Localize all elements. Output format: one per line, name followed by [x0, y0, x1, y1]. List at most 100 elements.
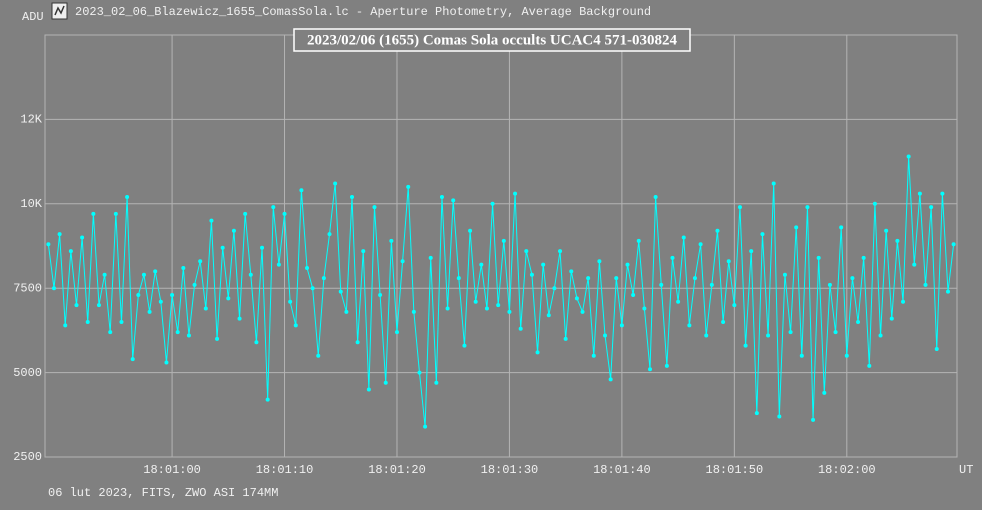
data-point	[709, 282, 714, 287]
data-point	[102, 272, 107, 277]
data-point	[164, 360, 169, 365]
data-point	[333, 181, 338, 186]
data-point	[445, 306, 450, 311]
data-point	[147, 309, 152, 314]
data-point	[912, 262, 917, 267]
data-point	[940, 191, 945, 196]
y-axis-label: ADU	[22, 10, 44, 24]
data-point	[423, 424, 428, 429]
data-point	[872, 201, 877, 206]
data-point	[591, 353, 596, 358]
data-point	[805, 205, 810, 210]
data-point	[451, 198, 456, 203]
data-point	[766, 333, 771, 338]
data-point	[57, 232, 62, 237]
x-tick-label: 18:01:50	[706, 463, 764, 477]
data-point	[198, 259, 203, 264]
data-point	[226, 296, 231, 301]
data-point	[366, 387, 371, 392]
x-tick-label: 18:01:40	[593, 463, 651, 477]
data-point	[889, 316, 894, 321]
data-point	[704, 333, 709, 338]
data-point	[158, 299, 163, 304]
data-point	[794, 225, 799, 230]
data-point	[788, 330, 793, 335]
data-point	[642, 306, 647, 311]
chart-title: 2023/02/06 (1655) Comas Sola occults UCA…	[307, 32, 677, 48]
data-point	[619, 323, 624, 328]
data-point	[839, 225, 844, 230]
data-point	[237, 316, 242, 321]
data-point	[524, 249, 529, 254]
data-point	[664, 363, 669, 368]
data-point	[636, 238, 641, 243]
y-tick-label: 10K	[20, 197, 42, 211]
data-point	[305, 265, 310, 270]
data-point	[406, 184, 411, 189]
data-point	[293, 323, 298, 328]
data-point	[648, 367, 653, 372]
data-point	[428, 255, 433, 260]
data-point	[125, 195, 130, 200]
data-point	[153, 269, 158, 274]
data-point	[91, 211, 96, 216]
y-tick-label: 12K	[20, 113, 42, 127]
data-point	[625, 262, 630, 267]
data-point	[777, 414, 782, 419]
data-point	[141, 272, 146, 277]
data-point	[737, 205, 742, 210]
x-axis-label: UT	[959, 463, 973, 477]
data-point	[743, 343, 748, 348]
data-point	[181, 265, 186, 270]
data-point	[473, 299, 478, 304]
data-point	[946, 289, 951, 294]
x-tick-label: 18:01:30	[481, 463, 539, 477]
data-point	[518, 326, 523, 331]
data-point	[468, 228, 473, 233]
data-point	[867, 363, 872, 368]
data-point	[299, 188, 304, 193]
data-point	[434, 380, 439, 385]
data-point	[771, 181, 776, 186]
data-point	[811, 417, 816, 422]
x-tick-label: 18:01:00	[143, 463, 201, 477]
data-point	[108, 330, 113, 335]
y-tick-label: 5000	[13, 366, 42, 380]
data-point	[417, 370, 422, 375]
x-tick-label: 18:01:10	[256, 463, 314, 477]
data-point	[895, 238, 900, 243]
data-point	[130, 357, 135, 362]
data-point	[310, 286, 315, 291]
data-point	[923, 282, 928, 287]
data-point	[113, 211, 118, 216]
data-point	[906, 154, 911, 159]
data-point	[529, 272, 534, 277]
data-point	[816, 255, 821, 260]
data-point	[282, 211, 287, 216]
data-point	[799, 353, 804, 358]
data-point	[749, 249, 754, 254]
data-point	[692, 276, 697, 281]
data-point	[844, 353, 849, 358]
window-title: 2023_02_06_Blazewicz_1655_ComasSola.lc -…	[75, 5, 651, 19]
data-point	[507, 309, 512, 314]
data-point	[827, 282, 832, 287]
data-point	[372, 205, 377, 210]
data-point	[260, 245, 265, 250]
data-point	[496, 303, 501, 308]
data-point	[96, 303, 101, 308]
data-point	[782, 272, 787, 277]
x-tick-label: 18:01:20	[368, 463, 426, 477]
data-point	[856, 319, 861, 324]
data-point	[462, 343, 467, 348]
data-point	[760, 232, 765, 237]
data-point	[535, 350, 540, 355]
data-point	[563, 336, 568, 341]
y-tick-label: 7500	[13, 281, 42, 295]
data-point	[721, 319, 726, 324]
data-point	[316, 353, 321, 358]
data-point	[929, 205, 934, 210]
data-point	[389, 238, 394, 243]
